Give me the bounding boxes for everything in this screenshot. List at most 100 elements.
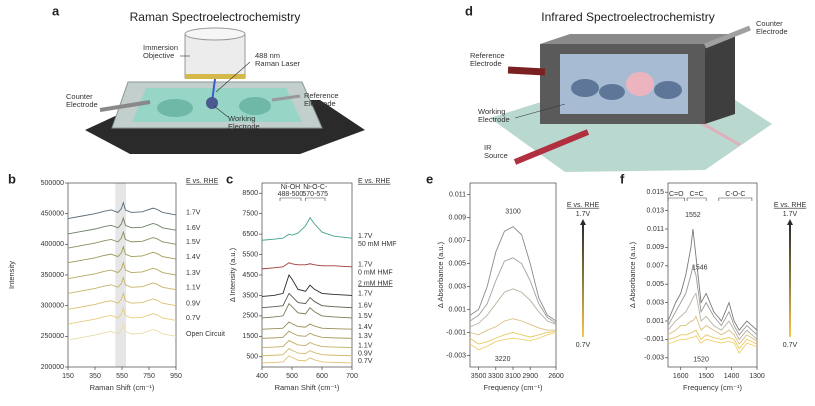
y-axis-label: Δ Absorbance (a.u.) [436,241,445,308]
diagram-label: Raman Laser [255,59,301,68]
raman-diagram: a Raman Spectroelectrochemistry Immersio… [52,3,365,154]
annotation: 1546 [692,264,708,271]
y-tick-label: 200000 [41,364,64,371]
series-label: 1.7V [358,233,373,240]
legend-title: E vs. RHE [358,178,391,185]
series-line [67,306,177,325]
x-tick-label: 600 [316,373,328,380]
x-tick-label: 3300 [488,373,504,380]
series-line [469,318,556,336]
y-tick-label: -0.001 [644,336,664,343]
x-tick-label: 500 [286,373,298,380]
series-label: 0.9V [358,351,373,358]
highlight-band [115,183,127,367]
y-tick-label: 6500 [242,231,258,238]
y-tick-label: 0.011 [449,191,466,198]
x-tick-label: 3500 [471,373,487,380]
series-line [67,230,177,249]
y-tick-label: 450000 [41,211,64,218]
series-line [261,330,353,339]
ir-spot [626,72,654,96]
series-line [261,216,353,241]
y-tick-label: 7500 [242,211,258,218]
panel-label: b [8,171,16,186]
series-line [261,262,353,270]
annotation: C-O-C [725,191,745,198]
diagram-label: 488 nm [255,51,280,60]
diagram-label: IR [484,143,492,152]
diagram-label: Electrode [66,100,98,109]
annotation-bracket [305,197,326,201]
x-axis-label: Frequency (cm⁻¹) [484,383,543,392]
x-tick-label: 3100 [505,373,521,380]
panel-label: f [620,171,625,186]
series-line [261,321,353,330]
x-tick-label: 1400 [724,373,740,380]
y-tick-label: 1500 [242,333,258,340]
x-tick-label: 950 [170,373,182,380]
series-label: 1.4V [186,254,201,261]
bubble [239,97,271,115]
x-tick-label: 1300 [749,373,765,380]
series-line [261,292,353,309]
counter-rod [99,100,151,112]
objective [184,33,246,79]
legend-low: 0.7V [576,342,591,349]
series-line [67,275,177,294]
y-axis-label: Intensity [7,261,16,289]
series-line [67,322,177,341]
y-tick-label: 2500 [242,313,258,320]
diagram-label: Source [484,151,508,160]
series-label: 1.7V [358,290,373,297]
diagram-label: Electrode [304,99,336,108]
x-tick-label: 400 [256,373,268,380]
annotation: 488-500 [278,191,304,198]
series-label: 0.7V [186,315,201,322]
y-tick-label: -0.001 [446,329,466,336]
legend-high: 1.7V [576,211,591,218]
legend-low: 0.7V [783,342,798,349]
cell-top [540,34,735,44]
y-tick-label: 0.009 [448,214,466,221]
x-tick-label: 350 [89,373,101,380]
diagram-label: Electrode [756,27,788,36]
bubble [599,84,625,100]
infrared-diagram: d Infrared Spectroelectrochemistry Refer… [465,3,788,172]
annotation: Ni-OH [281,184,300,191]
reference-rod [271,94,301,102]
objective-ring [185,74,245,79]
series-line [667,315,758,345]
series-condition: 0 mM HMF [358,270,393,277]
leader [215,61,251,93]
x-axis-label: Frequency (cm⁻¹) [683,383,742,392]
y-tick-label: 0.003 [646,299,664,306]
y-tick-label: 5500 [242,251,258,258]
x-tick-label: 700 [346,373,358,380]
diagram-label: Counter [66,92,93,101]
x-tick-label: 2900 [522,373,538,380]
legend-arrow [582,223,584,337]
series-label: 1.6V [358,303,373,310]
panel-label: d [465,3,473,18]
annotation-bracket [718,197,753,201]
x-tick-label: 150 [62,373,74,380]
x-tick-label: 750 [143,373,155,380]
y-tick-label: 0.007 [448,237,466,244]
plot-frame [261,182,353,368]
bubble [571,79,599,97]
series-label: Open Circuit [186,331,225,338]
bubble [654,81,682,99]
x-tick-label: 1600 [673,373,689,380]
diagram-label: Counter [756,19,783,28]
series-line [261,339,353,349]
series-line [667,335,758,355]
y-tick-label: 0.005 [448,260,466,267]
x-tick-label: 2600 [548,373,564,380]
series-label: 0.9V [186,301,201,308]
annotation-bracket [667,197,685,201]
annotation: 3220 [495,356,511,363]
leader [213,105,229,118]
y-tick-label: 250000 [41,333,64,340]
annotation: 3100 [505,209,521,216]
annotation: C=C [690,191,704,198]
